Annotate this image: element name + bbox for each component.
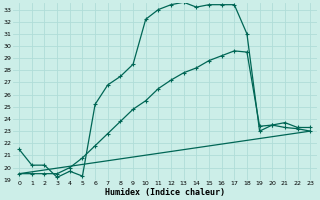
X-axis label: Humidex (Indice chaleur): Humidex (Indice chaleur) [105, 188, 225, 197]
